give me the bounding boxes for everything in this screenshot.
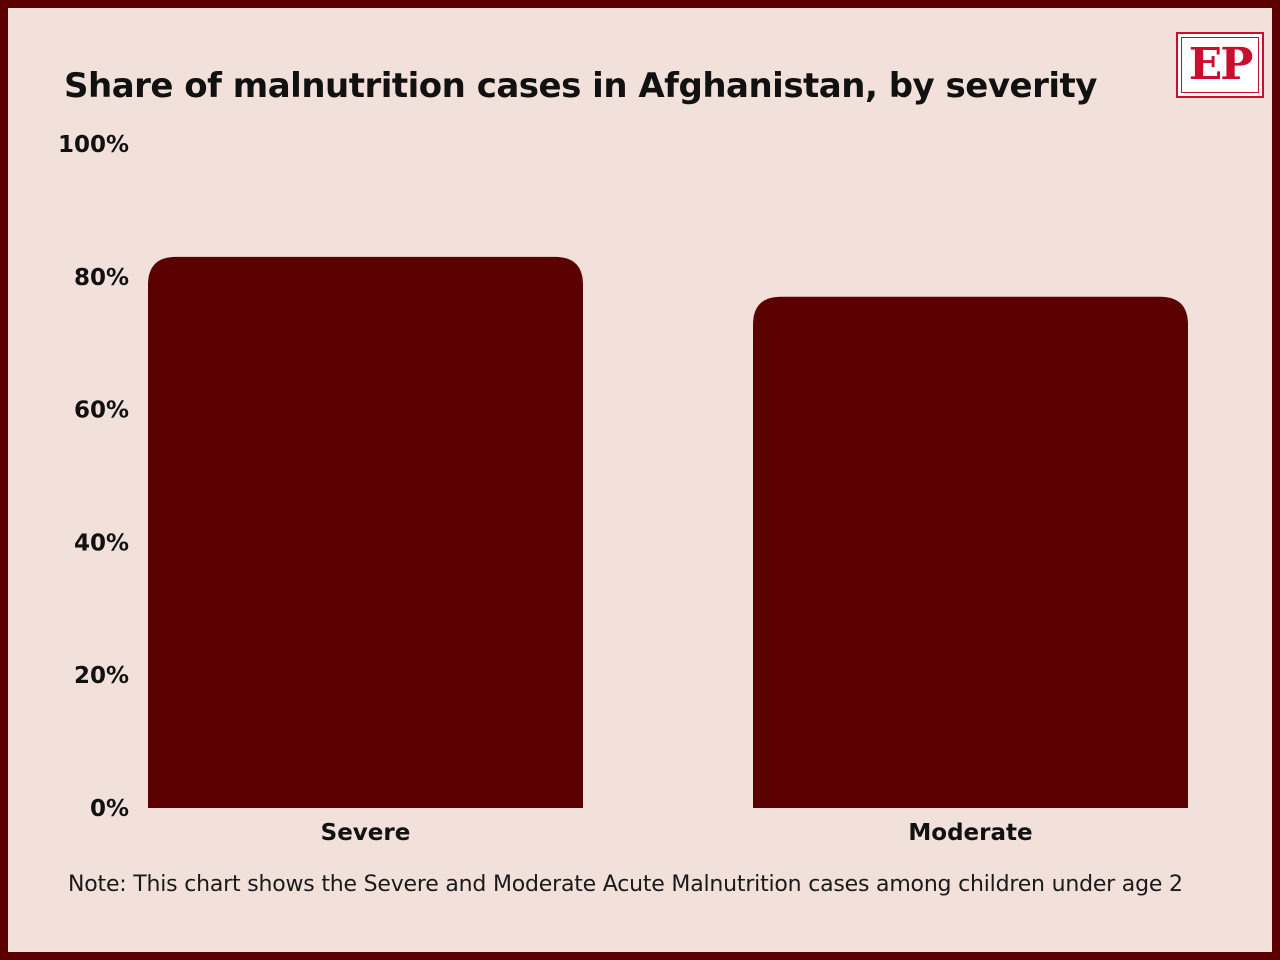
brand-logo: EP [1176,32,1264,98]
y-tick-label: 40% [74,530,129,556]
chart-title: Share of malnutrition cases in Afghanist… [64,66,1097,106]
y-axis-ticks: 0% 20% 40% 60% 80% 100% [58,132,129,822]
bar-moderate [753,296,1188,808]
y-tick-label: 60% [74,398,129,424]
x-axis-ticks: Severe Moderate [321,820,1033,846]
y-tick-label: 80% [74,265,129,291]
x-tick-label: Moderate [908,820,1032,846]
logo-text: EP [1188,39,1254,90]
bars [148,256,1188,808]
y-tick-label: 100% [58,132,129,158]
bar-severe [148,256,583,808]
logo-inner-border [1181,37,1259,93]
chart-note: Note: This chart shows the Severe and Mo… [68,872,1183,897]
y-tick-label: 20% [74,663,129,689]
x-tick-label: Severe [321,820,411,846]
y-tick-label: 0% [90,796,129,822]
